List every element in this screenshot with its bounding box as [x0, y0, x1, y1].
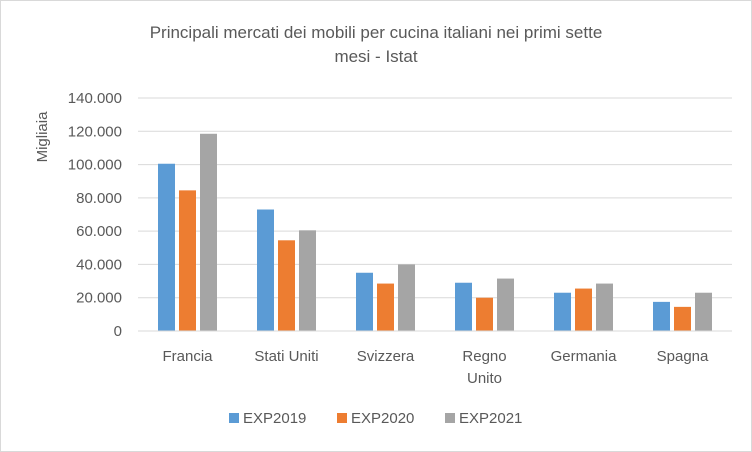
bar-exp2020-3	[476, 297, 493, 331]
y-tick-label: 40.000	[76, 256, 122, 273]
legend-swatch-exp2021	[445, 413, 455, 423]
y-axis-label: Migliaia	[34, 111, 51, 163]
x-category-label: Francia	[162, 348, 213, 365]
x-category-label: Svizzera	[357, 348, 415, 365]
x-axis-categories: Francia Stati Uniti Svizzera Regno Unito Germ…	[162, 348, 709, 387]
legend: EXP2019 EXP2020 EXP2021	[229, 410, 522, 427]
y-tick-label: 120.000	[68, 123, 122, 140]
chart-title-line: Principali mercati dei mobili per cucina…	[150, 23, 603, 42]
legend-label-exp2020: EXP2020	[351, 410, 414, 427]
bar-exp2020-0	[179, 190, 196, 331]
bar-exp2019-0	[158, 163, 175, 331]
gridlines	[138, 97, 732, 299]
bar-exp2021-4	[596, 283, 613, 331]
legend-label-exp2019: EXP2019	[243, 410, 306, 427]
chart-title: Principali mercati dei mobili per cucina…	[150, 23, 603, 66]
bar-exp2019-2	[356, 272, 373, 331]
bar-exp2020-4	[575, 288, 592, 331]
bar-exp2019-1	[257, 209, 274, 331]
bar-exp2021-2	[398, 264, 415, 331]
y-tick-label: 20.000	[76, 290, 122, 307]
x-category-label: Germania	[551, 348, 618, 365]
x-category-label: Unito	[467, 370, 502, 387]
x-category-label: Spagna	[657, 348, 709, 365]
y-tick-label: 140.000	[68, 90, 122, 107]
y-tick-label: 80.000	[76, 190, 122, 207]
y-tick-label: 0	[114, 323, 122, 340]
bar-exp2019-3	[455, 282, 472, 331]
bar-exp2021-1	[299, 230, 316, 331]
bars	[158, 133, 712, 331]
y-tick-label: 100.000	[68, 157, 122, 174]
bar-exp2020-2	[377, 283, 394, 331]
bar-exp2019-5	[653, 301, 670, 331]
bar-exp2020-1	[278, 240, 295, 331]
legend-swatch-exp2019	[229, 413, 239, 423]
x-category-label: Stati Uniti	[254, 348, 318, 365]
y-axis-ticks: 0 20.000 40.000 60.000 80.000 100.000 120.000 1…	[68, 90, 122, 340]
legend-label-exp2021: EXP2021	[459, 410, 522, 427]
bar-exp2020-5	[674, 306, 691, 331]
bar-exp2021-5	[695, 292, 712, 331]
bar-exp2021-0	[200, 133, 217, 331]
bar-exp2019-4	[554, 292, 571, 331]
x-category-label: Regno	[462, 348, 506, 365]
legend-swatch-exp2020	[337, 413, 347, 423]
chart-title-line: mesi - Istat	[334, 47, 417, 66]
bar-exp2021-3	[497, 278, 514, 331]
y-tick-label: 60.000	[76, 223, 122, 240]
